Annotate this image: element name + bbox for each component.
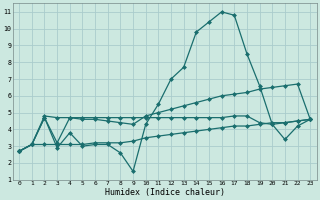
X-axis label: Humidex (Indice chaleur): Humidex (Indice chaleur) xyxy=(105,188,225,197)
